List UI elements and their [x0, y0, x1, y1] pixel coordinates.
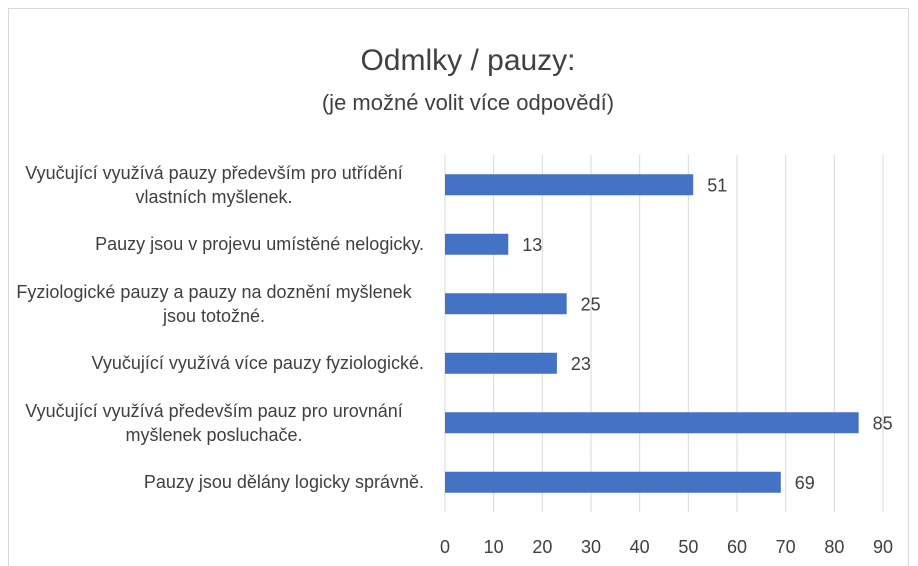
bar: [445, 233, 509, 255]
x-tick-label: 20: [532, 537, 552, 557]
y-tick-label: Pauzy jsou dělány logicky správně.: [143, 472, 424, 493]
x-tick-label: 30: [581, 537, 601, 557]
x-tick-label: 70: [776, 537, 796, 557]
data-label: 85: [873, 414, 893, 434]
chart-frame: [8, 8, 909, 566]
x-tick-label: 90: [873, 537, 893, 557]
bar: [445, 174, 694, 196]
x-tick-label: 0: [440, 537, 450, 557]
x-tick-label: 80: [824, 537, 844, 557]
data-label: 13: [522, 235, 542, 255]
y-tick-label: Vyučující využívá pauzy především pro ut…: [25, 162, 403, 207]
x-tick-label: 40: [630, 537, 650, 557]
chart-subtitle: (je možné volit více odpovědí): [322, 90, 614, 115]
x-tick-label: 10: [484, 537, 504, 557]
bar: [445, 293, 567, 315]
data-label: 51: [707, 176, 727, 196]
chart-title: Odmlky / pauzy:: [360, 44, 575, 77]
y-tick-label: Pauzy jsou v projevu umístěné nelogicky.: [95, 234, 424, 255]
bar: [445, 412, 859, 434]
data-label: 69: [795, 473, 815, 493]
data-label: 23: [571, 354, 591, 374]
bar: [445, 471, 781, 493]
x-tick-label: 50: [678, 537, 698, 557]
x-tick-label: 60: [727, 537, 747, 557]
data-label: 25: [581, 295, 601, 315]
y-tick-label: Vyučující využívá více pauzy fyziologick…: [91, 353, 424, 374]
y-tick-label: Vyučující využívá především pauz pro uro…: [25, 400, 403, 445]
bar: [445, 352, 557, 374]
y-tick-label: Fyziologické pauzy a pauzy na doznění my…: [16, 281, 412, 326]
